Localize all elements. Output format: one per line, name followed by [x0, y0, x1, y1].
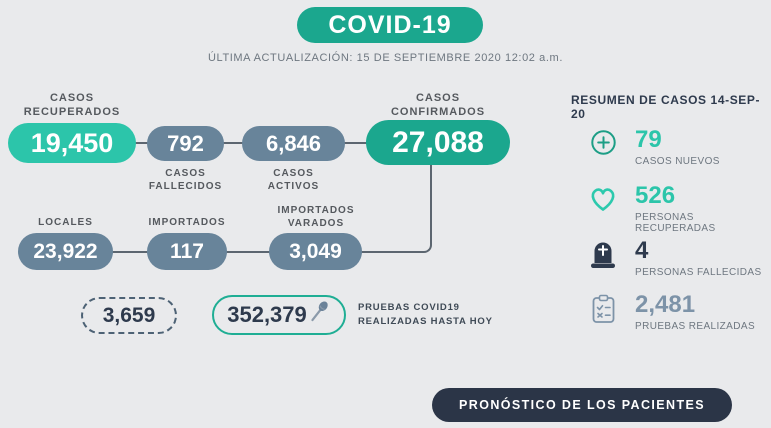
heart-icon: [588, 183, 618, 213]
new-cases-label: CASOS NUEVOS: [635, 156, 720, 168]
new-cases-value: 79: [635, 126, 662, 153]
summary-title: RESUMEN DE CASOS 14-SEP-20: [571, 93, 761, 121]
tests-value: 352,379: [227, 302, 307, 327]
deceased-persons-label: PERSONAS FALLECIDAS: [635, 267, 762, 279]
imported-label: IMPORTADOS: [148, 217, 226, 228]
deceased-persons-value: 4: [635, 237, 649, 264]
recovered-persons-value: 526: [635, 182, 676, 209]
swab-icon: [309, 299, 331, 331]
last-update-text: ÚLTIMA ACTUALIZACIÓN: 15 DE SEPTIEMBRE 2…: [208, 52, 563, 64]
summary-row-new-cases: 79 CASOS NUEVOS: [588, 127, 720, 167]
summary-row-tests: 2,481 PRUEBAS REALIZADAS: [588, 292, 755, 332]
tests-performed-label: PRUEBAS REALIZADAS: [635, 321, 756, 333]
summary-row-deceased: 4 PERSONAS FALLECIDAS: [588, 238, 762, 278]
tests-performed-value: 2,481: [635, 291, 696, 318]
deceased-label: CASOS FALLECIDOS: [148, 168, 223, 192]
active-value-pill: 6,846: [242, 126, 345, 161]
plus-circle-icon: [588, 127, 618, 156]
tests-label: PRUEBAS COVID19 REALIZADAS HASTA HOY: [358, 302, 493, 327]
tests-value-pill: 352,379: [212, 295, 346, 335]
stranded-value-pill: 3,049: [269, 233, 362, 270]
connector-confirmed-to-stranded: [352, 163, 432, 253]
page-title: COVID-19: [297, 7, 483, 43]
summary-row-recovered: 526 PERSONAS RECUPERADAS: [588, 183, 771, 234]
imported-value-pill: 117: [147, 233, 227, 270]
confirmed-label: CASOS CONFIRMADOS: [390, 92, 486, 118]
local-value-pill: 23,922: [18, 233, 113, 270]
deceased-value-pill: 792: [147, 126, 224, 161]
tombstone-icon: [588, 238, 618, 270]
stranded-label: IMPORTADOS VARADOS: [277, 205, 355, 229]
recovered-value-pill: 19,450: [8, 123, 136, 163]
patient-forecast-button[interactable]: PRONÓSTICO DE LOS PACIENTES: [432, 388, 732, 422]
dashed-value-pill: 3,659: [81, 297, 177, 334]
clipboard-icon: [588, 292, 618, 324]
active-label: CASOS ACTIVOS: [267, 168, 320, 192]
local-label: LOCALES: [38, 217, 93, 228]
recovered-persons-label: PERSONAS RECUPERADAS: [635, 212, 716, 235]
recovered-label: CASOS RECUPERADOS: [23, 92, 121, 118]
confirmed-value-pill: 27,088: [366, 120, 510, 165]
